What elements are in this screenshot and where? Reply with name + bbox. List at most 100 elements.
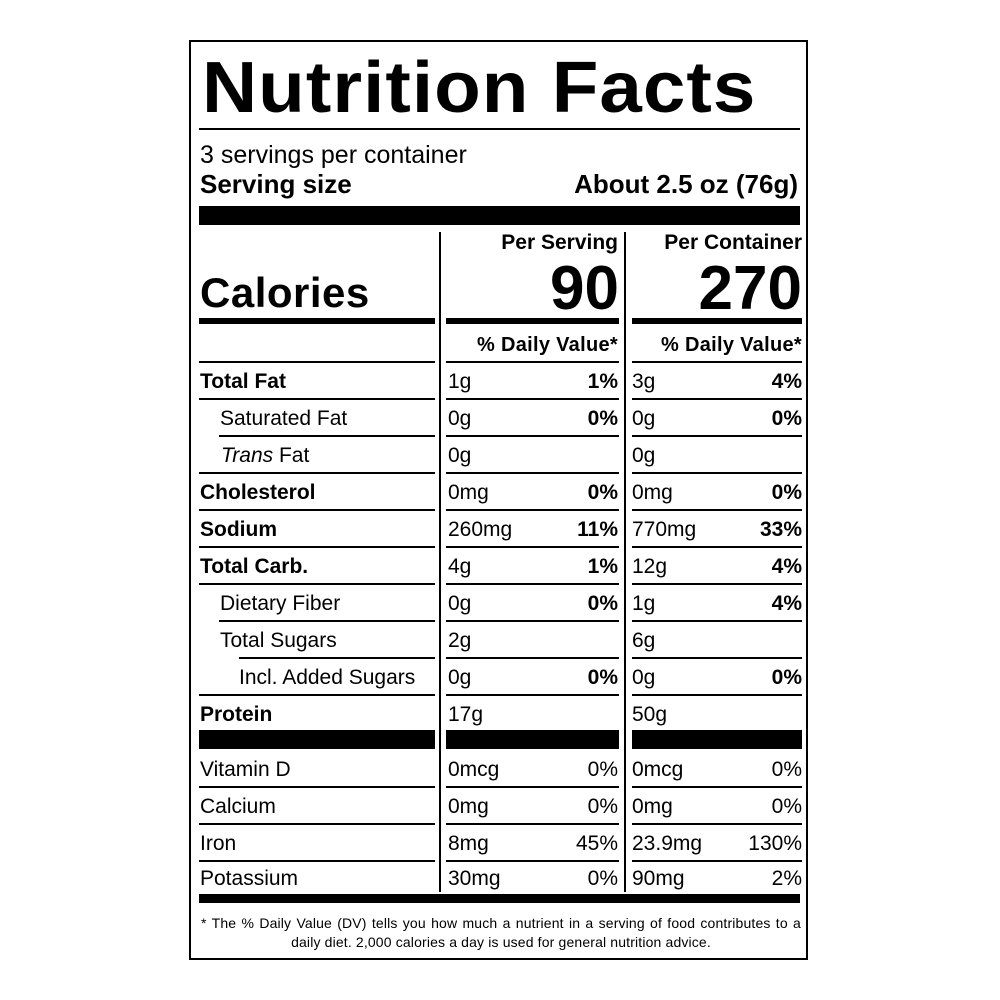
- container-dv: 0%: [771, 481, 802, 504]
- row-divider: [446, 398, 619, 400]
- row-divider: [199, 546, 435, 548]
- row-divider: [446, 620, 619, 622]
- nutrient-row-total-fat: Total Fat 1g 1% 3g 4%: [191, 363, 806, 400]
- vitamin-name: Vitamin D: [200, 758, 291, 781]
- per-container-header: Per Container: [664, 231, 802, 254]
- row-divider: [199, 860, 435, 862]
- serving-dv: 11%: [577, 518, 618, 541]
- container-dv: 130%: [748, 832, 802, 855]
- nutrient-row-cholesterol: Cholesterol 0mg 0% 0mg 0%: [191, 474, 806, 511]
- container-dv: 4%: [771, 592, 802, 615]
- container-amount: 0g: [632, 444, 656, 467]
- row-divider: [632, 546, 802, 548]
- nutrient-name: Saturated Fat: [220, 407, 348, 430]
- serving-dv: 0%: [587, 666, 618, 689]
- container-amount: 23.9mg: [632, 832, 703, 855]
- row-divider: [199, 509, 435, 511]
- container-amount: 6g: [632, 629, 656, 652]
- nutrient-row-total-sugars: Total Sugars 2g 6g: [191, 622, 806, 659]
- row-divider: [446, 509, 619, 511]
- nutrient-name: Sodium: [200, 518, 277, 541]
- row-divider: [446, 583, 619, 585]
- trans-fat-suffix: Fat: [273, 444, 310, 467]
- row-divider: [632, 823, 802, 825]
- serving-amount: 8mg: [448, 832, 489, 855]
- nutrient-row-dietary-fiber: Dietary Fiber 0g 0% 1g 4%: [191, 585, 806, 622]
- row-divider: [446, 694, 619, 696]
- vitamin-row-calcium: Calcium 0mg 0% 0mg 0%: [191, 788, 806, 825]
- row-divider: [632, 786, 802, 788]
- row-divider: [632, 472, 802, 474]
- container-amount: 0mg: [632, 795, 673, 818]
- row-divider: [199, 786, 435, 788]
- row-divider: [446, 435, 619, 437]
- vitamin-row-iron: Iron 8mg 45% 23.9mg 130%: [191, 825, 806, 862]
- serving-amount: 0g: [448, 666, 472, 689]
- vitamin-row-potassium: Potassium 30mg 0% 90mg 2%: [191, 860, 806, 897]
- serving-dv: 0%: [587, 795, 618, 818]
- per-serving-calories: 90: [550, 254, 619, 323]
- nutrient-row-trans-fat: Trans Fat 0g 0g: [191, 437, 806, 474]
- per-serving-header: Per Serving: [501, 231, 618, 254]
- vitamin-name: Potassium: [200, 867, 299, 890]
- container-dv: 4%: [771, 370, 802, 393]
- row-divider: [446, 823, 619, 825]
- servings-per-container: 3 servings per container: [200, 141, 467, 169]
- serving-size-label: Serving size: [200, 169, 352, 199]
- thick-divider-vitamins-left: [199, 730, 435, 749]
- row-divider: [199, 398, 435, 400]
- nutrient-name: Total Sugars: [220, 629, 337, 652]
- row-divider: [219, 620, 435, 622]
- row-divider: [446, 546, 619, 548]
- serving-dv: 1%: [587, 370, 618, 393]
- nutrient-name: Total Carb.: [200, 555, 309, 578]
- column-divider-1: [439, 232, 441, 892]
- daily-value-footnote: * The % Daily Value (DV) tells you how m…: [201, 915, 801, 950]
- vitamin-name: Iron: [200, 832, 237, 855]
- serving-amount: 0g: [448, 444, 472, 467]
- container-dv: 0%: [771, 758, 802, 781]
- container-amount: 770mg: [632, 518, 697, 541]
- container-amount: 50g: [632, 703, 668, 726]
- nutrient-name: Protein: [200, 703, 273, 726]
- thick-divider-top: [199, 206, 800, 225]
- nutrient-name: Incl. Added Sugars: [239, 666, 416, 689]
- nutrient-row-saturated-fat: Saturated Fat 0g 0% 0g 0%: [191, 400, 806, 437]
- serving-amount: 260mg: [448, 518, 513, 541]
- serving-size-value: About 2.5 oz (76g): [574, 169, 798, 199]
- container-dv: 0%: [771, 407, 802, 430]
- container-dv: 4%: [771, 555, 802, 578]
- serving-amount: 0mg: [448, 481, 489, 504]
- row-divider: [632, 860, 802, 862]
- nutrient-row-added-sugars: Incl. Added Sugars 0g 0% 0g 0%: [191, 659, 806, 696]
- calories-divider-container: [632, 318, 802, 324]
- serving-dv: 1%: [587, 555, 618, 578]
- serving-dv: 45%: [575, 832, 618, 855]
- nutrient-name: Total Fat: [200, 370, 286, 393]
- container-dv: 0%: [771, 666, 802, 689]
- dv-header-divider-serving: [446, 361, 619, 363]
- row-divider: [446, 657, 619, 659]
- per-container-dv-header: % Daily Value*: [661, 334, 802, 356]
- per-serving-dv-header: % Daily Value*: [477, 334, 618, 356]
- nutrient-name: Trans Fat: [221, 437, 309, 474]
- row-divider: [632, 583, 802, 585]
- column-divider-2: [624, 232, 626, 892]
- nutrition-facts-label: Nutrition Facts 3 servings per container…: [189, 40, 808, 960]
- serving-amount: 17g: [448, 703, 484, 726]
- dv-header-divider-left: [199, 361, 435, 363]
- container-dv: 33%: [759, 518, 802, 541]
- row-divider: [199, 583, 435, 585]
- title-divider: [199, 128, 800, 130]
- row-divider: [632, 398, 802, 400]
- calories-label: Calories: [200, 269, 370, 316]
- per-container-calories: 270: [698, 254, 802, 323]
- row-divider: [199, 694, 435, 696]
- trans-italic: Trans: [221, 444, 274, 467]
- nutrient-row-total-carb: Total Carb. 4g 1% 12g 4%: [191, 548, 806, 585]
- nutrient-row-sodium: Sodium 260mg 11% 770mg 33%: [191, 511, 806, 548]
- row-divider: [632, 435, 802, 437]
- thick-divider-vitamins-serving: [446, 730, 619, 749]
- serving-dv: 0%: [587, 407, 618, 430]
- serving-dv: 0%: [587, 481, 618, 504]
